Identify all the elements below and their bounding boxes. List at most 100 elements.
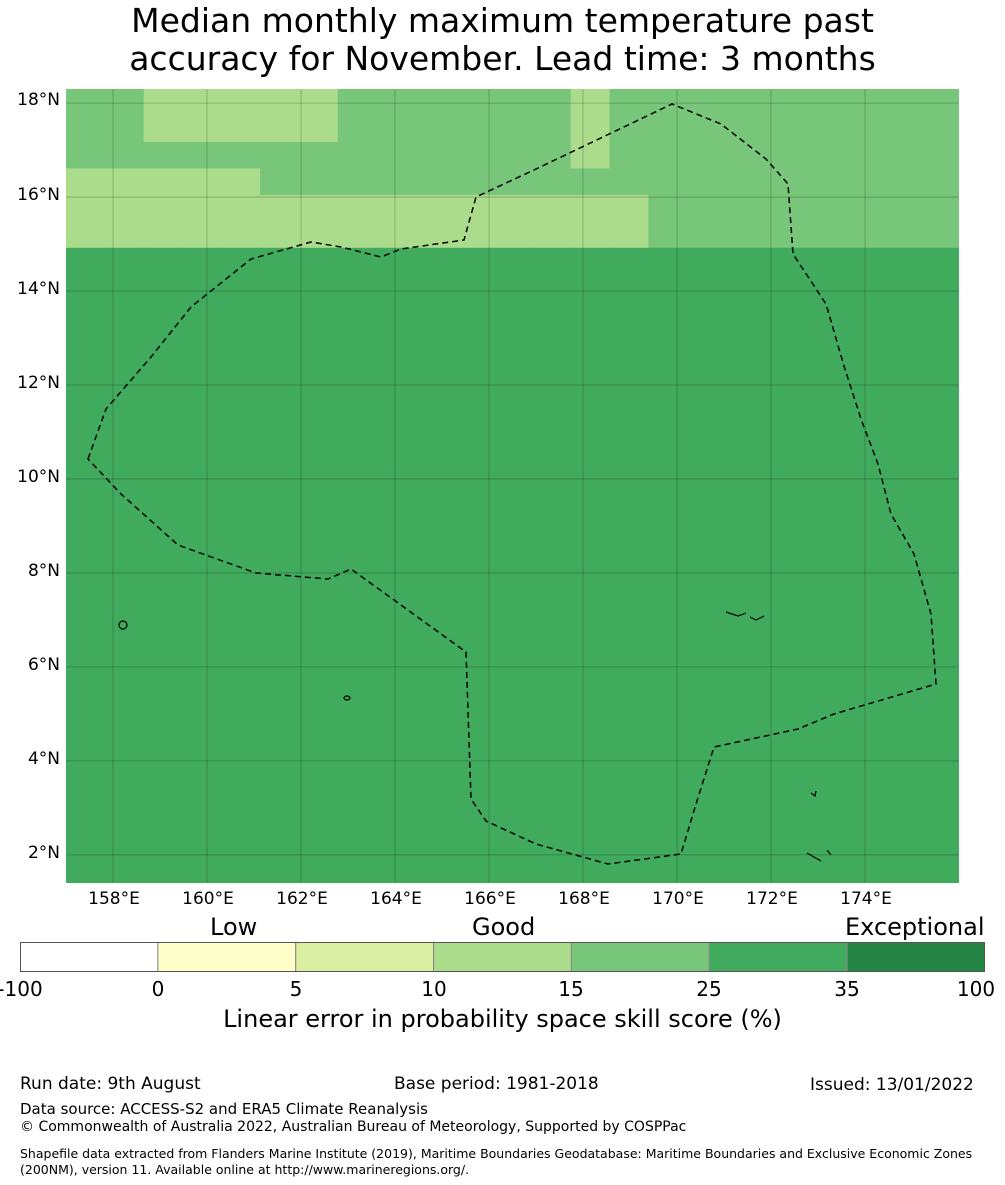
skill-cell [920, 115, 959, 143]
skill-cell [648, 671, 688, 699]
skill-cell [143, 644, 184, 672]
skill-cell [609, 274, 649, 302]
skill-cell [260, 89, 300, 117]
skill-cell [298, 750, 339, 778]
skill-cell [493, 724, 533, 752]
skill-cell [493, 565, 533, 593]
skill-cell [920, 486, 959, 514]
skill-cell [454, 512, 494, 540]
skill-cell [298, 777, 339, 805]
skill-cell [531, 803, 572, 831]
lat-tick-label: 6°N [27, 655, 60, 675]
skill-cell [609, 538, 649, 566]
skill-cell [182, 697, 222, 725]
skill-cell [803, 380, 844, 408]
graticule [66, 89, 959, 883]
skill-cell [687, 644, 727, 672]
skill-cell [764, 697, 805, 725]
skill-cell [881, 194, 921, 222]
skill-cell [376, 777, 417, 805]
skill-cell [454, 353, 494, 381]
skill-cell [531, 856, 572, 883]
skill-cell [531, 565, 572, 593]
skill-cell [570, 380, 611, 408]
skill-cell [415, 247, 455, 275]
skill-cell [687, 115, 727, 143]
skill-cell [415, 406, 455, 434]
skill-cell [842, 803, 882, 831]
skill-cell [570, 512, 611, 540]
skill-cell [920, 247, 959, 275]
skill-cell [764, 194, 805, 222]
skill-cell [415, 327, 455, 355]
skill-cell [337, 565, 378, 593]
skill-cell [803, 221, 844, 249]
skill-cell [337, 618, 378, 646]
skill-cell [803, 141, 844, 169]
skill-cell [221, 591, 261, 619]
skill-cell [570, 750, 611, 778]
skill-cell [726, 247, 766, 275]
skill-cell [493, 433, 533, 461]
skill-cell [726, 459, 766, 487]
skill-cell [570, 591, 611, 619]
skill-cell [803, 486, 844, 514]
skill-cell [182, 591, 222, 619]
skill-cell [881, 247, 921, 275]
copyright: © Commonwealth of Australia 2022, Austra… [20, 1119, 687, 1135]
skill-cell [764, 830, 805, 858]
skill-cell [803, 300, 844, 328]
skill-cell [570, 671, 611, 699]
skill-cell [842, 830, 882, 858]
skill-cell [609, 830, 649, 858]
skill-cell [881, 274, 921, 302]
skill-cell [726, 856, 766, 883]
skill-cell [648, 512, 688, 540]
skill-cell [842, 618, 882, 646]
skill-cell [182, 89, 222, 117]
skill-cell [298, 247, 339, 275]
skill-cell [454, 750, 494, 778]
skill-cell [66, 327, 106, 355]
skill-cell [143, 697, 184, 725]
skill-cell [454, 300, 494, 328]
skill-cell [493, 750, 533, 778]
skill-cell [182, 221, 222, 249]
skill-cell [920, 697, 959, 725]
skill-cell [221, 194, 261, 222]
skill-cell [609, 141, 649, 169]
skill-cell [182, 459, 222, 487]
skill-cell [531, 406, 572, 434]
skill-cell [648, 406, 688, 434]
colorbar-segment [846, 942, 985, 972]
skill-cell [415, 89, 455, 117]
skill-cell [221, 644, 261, 672]
skill-cell [842, 141, 882, 169]
skill-cell [687, 591, 727, 619]
skill-cell [337, 327, 378, 355]
skill-cell [648, 459, 688, 487]
skill-cell [454, 168, 494, 196]
skill-cell [221, 538, 261, 566]
skill-cell [726, 512, 766, 540]
skill-cell [298, 856, 339, 883]
skill-cell [648, 486, 688, 514]
skill-cell [376, 697, 417, 725]
skill-cell [337, 803, 378, 831]
skill-cell [609, 697, 649, 725]
skill-cell [260, 777, 300, 805]
skill-cell [687, 433, 727, 461]
lat-tick-label: 12°N [17, 373, 60, 393]
skill-cell [648, 777, 688, 805]
colorbar-segment [708, 942, 848, 972]
skill-cell [454, 618, 494, 646]
skill-cell [454, 856, 494, 883]
skill-cell [609, 750, 649, 778]
skill-cell [531, 618, 572, 646]
skill-cell [570, 724, 611, 752]
skill-cell [66, 115, 106, 143]
skill-cell [143, 89, 184, 117]
skill-cell [260, 486, 300, 514]
category-good: Good [472, 913, 536, 941]
skill-cell [648, 856, 688, 883]
